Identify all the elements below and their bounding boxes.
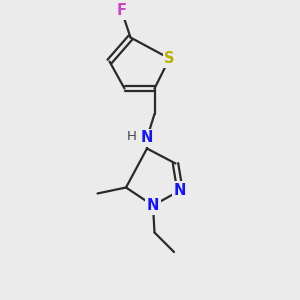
Text: N: N [174, 183, 186, 198]
Text: H: H [127, 130, 136, 143]
Text: N: N [147, 198, 159, 213]
Text: S: S [164, 51, 175, 66]
Text: N: N [141, 130, 153, 146]
Text: F: F [116, 3, 127, 18]
